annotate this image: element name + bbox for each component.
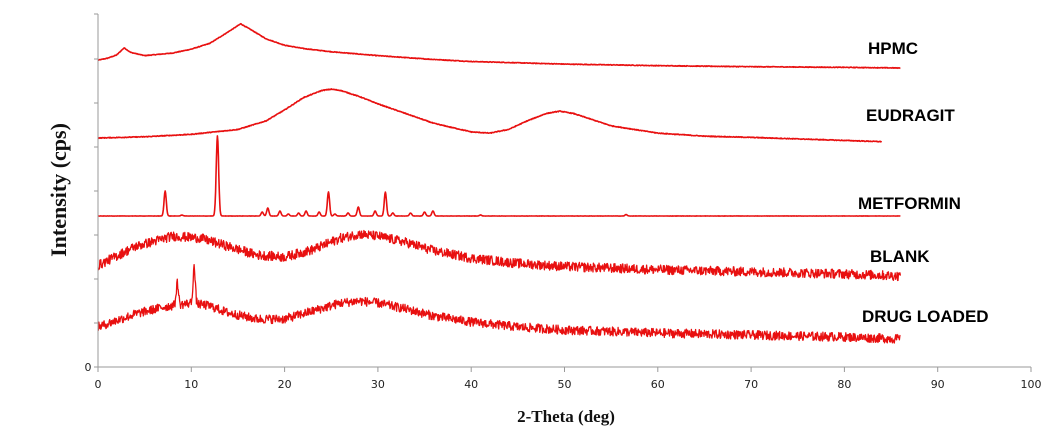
series-layer bbox=[97, 22, 902, 344]
series-label-drug-loaded: DRUG LOADED bbox=[862, 307, 989, 326]
x-tick-label: 20 bbox=[278, 378, 292, 391]
y-zero-label: 0 bbox=[85, 361, 92, 374]
x-tick-label: 10 bbox=[184, 378, 198, 391]
x-tick-marks: 0 10 20 30 40 50 60 70 80 90 100 bbox=[95, 367, 1042, 391]
x-tick-label: 80 bbox=[837, 378, 851, 391]
series-line-metformin bbox=[97, 135, 901, 217]
series-label-eudragit: EUDRAGIT bbox=[866, 106, 955, 125]
series-line-hpmc bbox=[97, 22, 901, 70]
y-axis-title: Intensity (cps) bbox=[46, 123, 71, 257]
x-tick-label: 0 bbox=[95, 378, 102, 391]
series-line-eudragit bbox=[97, 88, 883, 143]
series-line-blank bbox=[97, 229, 902, 282]
x-tick-label: 30 bbox=[371, 378, 385, 391]
series-label-hpmc: HPMC bbox=[868, 39, 918, 58]
x-tick-label: 100 bbox=[1021, 378, 1042, 391]
x-tick-label: 40 bbox=[464, 378, 478, 391]
x-tick-label: 50 bbox=[558, 378, 572, 391]
series-labels: HPMC EUDRAGIT METFORMIN BLANK DRUG LOADED bbox=[858, 39, 989, 326]
x-tick-label: 70 bbox=[744, 378, 758, 391]
series-line-drug-loaded bbox=[97, 263, 901, 344]
x-tick-label: 90 bbox=[931, 378, 945, 391]
series-label-blank: BLANK bbox=[870, 247, 930, 266]
series-label-metformin: METFORMIN bbox=[858, 194, 961, 213]
y-tick-marks bbox=[94, 13, 98, 368]
x-axis-title: 2-Theta (deg) bbox=[517, 407, 615, 426]
x-tick-label: 60 bbox=[651, 378, 665, 391]
